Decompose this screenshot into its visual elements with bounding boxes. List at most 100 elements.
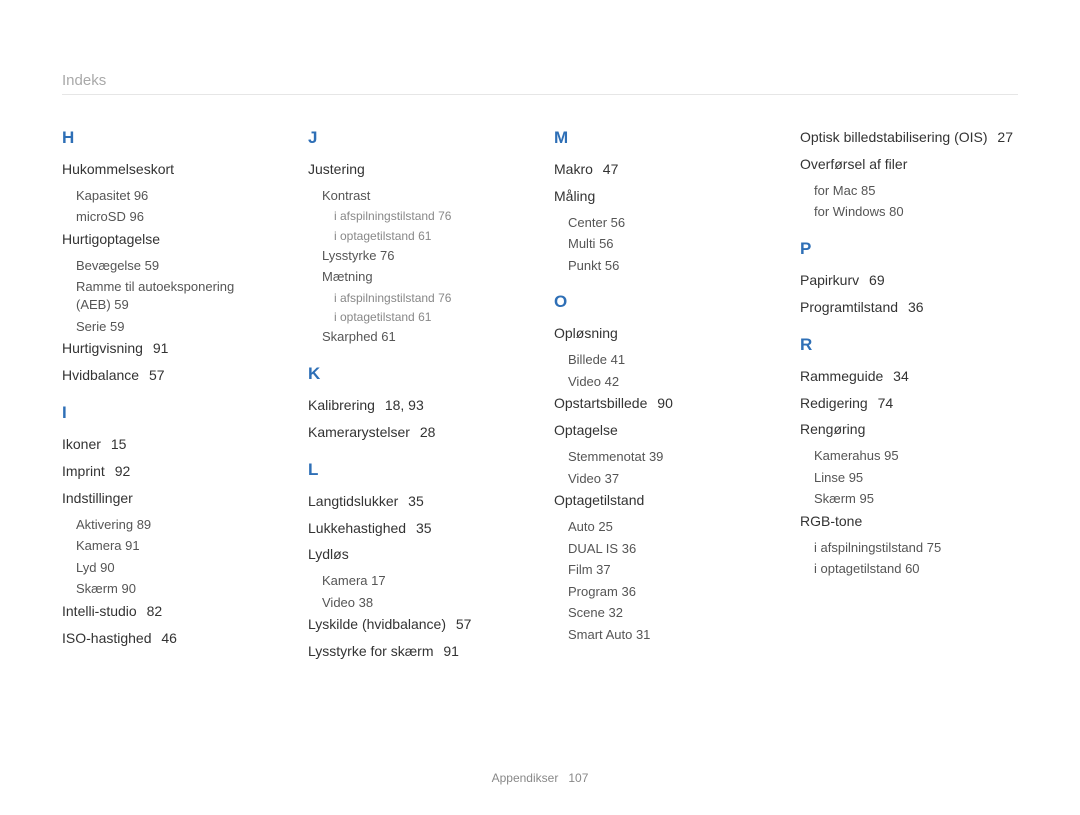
index-subentry: Ramme til autoeksponering (AEB) 59	[76, 278, 280, 313]
index-entry: Papirkurv 69	[800, 271, 1018, 290]
entry-page: 34	[893, 368, 909, 384]
subentry-page: 37	[596, 562, 610, 577]
index-entry: Imprint 92	[62, 462, 280, 481]
entry-label: Hukommelseskort	[62, 161, 174, 177]
entry-page: 28	[420, 424, 436, 440]
index-subentry: Video 37	[568, 470, 772, 488]
entry-page: 15	[111, 436, 127, 452]
subentry-label: Skærm	[814, 491, 856, 506]
index-subentry: Skærm 90	[76, 580, 280, 598]
index-subentry: i afspilningstilstand 75	[814, 539, 1018, 557]
index-column: MMakro 47MålingCenter 56Multi 56Punkt 56…	[554, 128, 772, 669]
subentry-label: Video	[568, 374, 601, 389]
subentry-label: Kamera	[76, 538, 122, 553]
index-entry: Optagetilstand	[554, 491, 772, 510]
section-letter: O	[554, 292, 772, 312]
entry-label: Rammeguide	[800, 368, 883, 384]
index-subentry: Video 38	[322, 594, 526, 612]
index-entry: Optisk billedstabilisering (OIS) 27	[800, 128, 1018, 147]
index-entry: Optagelse	[554, 421, 772, 440]
subsubentry-page: 76	[438, 291, 451, 305]
subentry-label: microSD	[76, 209, 126, 224]
index-subentry: Skærm 95	[814, 490, 1018, 508]
subentry-label: Lyd	[76, 560, 96, 575]
entry-label: Redigering	[800, 395, 868, 411]
index-entry: Redigering 74	[800, 394, 1018, 413]
subentry-label: Punkt	[568, 258, 601, 273]
subentry-label: i optagetilstand	[814, 561, 901, 576]
index-subsubentry: i afspilningstilstand 76	[334, 208, 526, 224]
index-entry: Hukommelseskort	[62, 160, 280, 179]
subentry-page: 17	[371, 573, 385, 588]
subentry-label: Kamerahus	[814, 448, 880, 463]
entry-page: 91	[153, 340, 169, 356]
subentry-page: 80	[889, 204, 903, 219]
subentry-label: Multi	[568, 236, 595, 251]
index-entry: Ikoner 15	[62, 435, 280, 454]
entry-page: 91	[443, 643, 459, 659]
subsubentry-label: i optagetilstand	[334, 229, 415, 243]
index-subentry: Video 42	[568, 373, 772, 391]
subentry-page: 95	[884, 448, 898, 463]
subentry-page: 75	[927, 540, 941, 555]
section-letter: K	[308, 364, 526, 384]
entry-page: 18, 93	[385, 397, 424, 413]
index-entry: Hvidbalance 57	[62, 366, 280, 385]
subentry-page: 56	[599, 236, 613, 251]
section-letter: P	[800, 239, 1018, 259]
index-entry: Lukkehastighed 35	[308, 519, 526, 538]
entry-label: Hvidbalance	[62, 367, 139, 383]
subentry-page: 36	[622, 541, 636, 556]
entry-page: 35	[416, 520, 432, 536]
subentry-label: for Mac	[814, 183, 857, 198]
subentry-label: for Windows	[814, 204, 886, 219]
index-column: Optisk billedstabilisering (OIS) 27 Overf…	[800, 128, 1018, 669]
index-subentry: DUAL IS 36	[568, 540, 772, 558]
subentry-label: Video	[322, 595, 355, 610]
index-subentry: Bevægelse 59	[76, 257, 280, 275]
index-subentry: Scene 32	[568, 604, 772, 622]
index-entry: Kamerarystelser 28	[308, 423, 526, 442]
index-entry: Kalibrering 18, 93	[308, 396, 526, 415]
entry-label: Kalibrering	[308, 397, 375, 413]
index-subsubentry: i optagetilstand 61	[334, 309, 526, 325]
subentry-label: Skarphed	[322, 329, 378, 344]
index-entry: Lyskilde (hvidbalance) 57	[308, 615, 526, 634]
subentry-page: 56	[605, 258, 619, 273]
page-footer: Appendikser 107	[0, 771, 1080, 785]
index-entry: Opløsning	[554, 324, 772, 343]
index-subentry: Kontrast	[322, 187, 526, 205]
index-subentry: Stemmenotat 39	[568, 448, 772, 466]
index-subentry: Center 56	[568, 214, 772, 232]
subentry-label: Auto	[568, 519, 595, 534]
subsubentry-label: i afspilningstilstand	[334, 291, 435, 305]
entry-label: Overførsel af filer	[800, 156, 907, 172]
index-column: HHukommelseskortKapasitet 96microSD 96Hu…	[62, 128, 280, 669]
subentry-page: 91	[125, 538, 139, 553]
index-subentry: for Mac 85	[814, 182, 1018, 200]
entry-label: Indstillinger	[62, 490, 133, 506]
entry-page: 57	[456, 616, 472, 632]
index-entry: ISO-hastighed 46	[62, 629, 280, 648]
subentry-page: 76	[380, 248, 394, 263]
index-subentry: microSD 96	[76, 208, 280, 226]
entry-page: 69	[869, 272, 885, 288]
subentry-page: 39	[649, 449, 663, 464]
entry-label: Hurtigoptagelse	[62, 231, 160, 247]
subentry-page: 42	[605, 374, 619, 389]
page-title: Indeks	[62, 72, 106, 89]
subentry-label: Program	[568, 584, 618, 599]
index-subentry: Lysstyrke 76	[322, 247, 526, 265]
subentry-page: 89	[137, 517, 151, 532]
index-entry: Hurtigvisning 91	[62, 339, 280, 358]
index-subentry: Kamerahus 95	[814, 447, 1018, 465]
subentry-page: 32	[609, 605, 623, 620]
subentry-page: 95	[849, 470, 863, 485]
index-subentry: Linse 95	[814, 469, 1018, 487]
entry-label: Måling	[554, 188, 595, 204]
subentry-label: Bevægelse	[76, 258, 141, 273]
index-subentry: i optagetilstand 60	[814, 560, 1018, 578]
index-subentry: Film 37	[568, 561, 772, 579]
index-subentry: Aktivering 89	[76, 516, 280, 534]
subentry-label: Scene	[568, 605, 605, 620]
